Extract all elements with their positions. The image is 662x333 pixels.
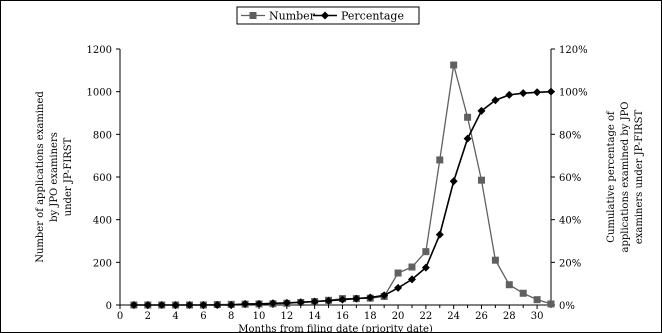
data-point-percentage xyxy=(129,301,138,309)
data-point-number xyxy=(394,269,402,277)
data-point-percentage xyxy=(227,301,236,309)
y-right-tick-label: 100% xyxy=(559,88,588,99)
y-left-tick-label: 800 xyxy=(93,130,112,141)
data-point-percentage xyxy=(185,301,194,309)
data-point-number xyxy=(464,113,472,121)
data-point-percentage xyxy=(394,283,403,292)
x-tick-label: 0 xyxy=(117,311,123,322)
data-point-number xyxy=(408,263,416,271)
series-line-percentage xyxy=(133,90,552,306)
y-axis-right-title-line: examiners under JP-FIRST xyxy=(634,110,645,245)
data-point-percentage xyxy=(324,296,333,305)
x-tick-label: 30 xyxy=(531,311,544,322)
x-tick-label: 12 xyxy=(280,311,293,322)
data-point-percentage xyxy=(449,177,458,186)
data-point-percentage xyxy=(296,298,305,307)
data-point-percentage xyxy=(533,88,542,97)
y-right-tick-label: 60% xyxy=(559,173,581,184)
data-point-number xyxy=(533,296,541,304)
data-point-percentage xyxy=(505,90,514,99)
x-tick-label: 24 xyxy=(447,311,460,322)
y-axis-left-title-line: Number of applications examined xyxy=(35,91,46,263)
data-point-percentage xyxy=(547,87,555,96)
data-point-percentage xyxy=(352,294,361,303)
x-tick-label: 20 xyxy=(392,311,405,322)
y-axis-right-title-line: Cumulative percentage of xyxy=(606,110,617,243)
y-axis-left-title-line: under JP-FIRST xyxy=(63,137,74,216)
y-axis-left-title-line: by JPO examiners xyxy=(49,132,60,222)
data-point-percentage xyxy=(463,134,472,143)
data-point-percentage xyxy=(199,301,208,309)
y-left-tick-label: 400 xyxy=(93,216,112,227)
x-tick-label: 2 xyxy=(145,311,151,322)
data-point-percentage xyxy=(310,297,319,306)
x-tick-label: 26 xyxy=(475,311,488,322)
data-point-number xyxy=(450,61,458,69)
data-point-percentage xyxy=(268,299,277,308)
data-point-percentage xyxy=(282,298,291,307)
data-point-number xyxy=(491,256,499,264)
data-point-percentage xyxy=(380,291,389,300)
y-left-tick-label: 200 xyxy=(93,258,112,269)
legend-marker-percentage xyxy=(321,11,329,20)
x-tick-label: 14 xyxy=(308,311,321,322)
data-point-number xyxy=(505,281,513,289)
data-point-percentage xyxy=(407,275,416,284)
x-tick-label: 4 xyxy=(172,311,178,322)
y-left-tick-label: 600 xyxy=(93,173,112,184)
y-axis-right-title-line: applications examined by JPO xyxy=(620,101,631,252)
data-point-percentage xyxy=(157,301,166,309)
data-point-number xyxy=(477,176,485,184)
data-point-number xyxy=(519,289,527,297)
y-right-tick-label: 0% xyxy=(559,301,575,312)
data-point-percentage xyxy=(421,263,430,272)
data-point-percentage xyxy=(241,299,250,308)
legend-marker-number xyxy=(249,12,257,19)
data-point-number xyxy=(547,300,555,308)
x-axis-title: Months from filing date (priority date) xyxy=(238,324,433,332)
y-right-tick-label: 120% xyxy=(559,45,588,56)
data-point-percentage xyxy=(213,301,222,309)
data-point-percentage xyxy=(366,293,375,302)
x-tick-label: 16 xyxy=(336,311,349,322)
data-point-percentage xyxy=(435,230,444,239)
data-point-number xyxy=(422,248,430,256)
y-right-tick-label: 20% xyxy=(559,258,581,269)
data-point-percentage xyxy=(519,89,528,98)
legend-label-number: Number xyxy=(269,10,316,23)
data-point-percentage xyxy=(255,299,264,308)
data-point-percentage xyxy=(491,96,500,105)
y-left-tick-label: 1200 xyxy=(87,45,112,56)
x-tick-label: 28 xyxy=(503,311,516,322)
y-right-tick-label: 40% xyxy=(559,216,581,227)
data-point-percentage xyxy=(143,301,152,309)
data-point-percentage xyxy=(338,295,347,304)
data-point-percentage xyxy=(477,106,486,115)
data-point-percentage xyxy=(171,301,180,309)
x-tick-label: 22 xyxy=(420,311,433,322)
x-tick-label: 10 xyxy=(253,311,266,322)
data-point-number xyxy=(436,156,444,164)
x-tick-label: 6 xyxy=(200,311,206,322)
series-line-number xyxy=(133,64,552,306)
y-left-tick-label: 1000 xyxy=(87,88,112,99)
y-left-tick-label: 0 xyxy=(106,301,112,312)
x-tick-label: 18 xyxy=(364,311,377,322)
legend-label-percentage: Percentage xyxy=(341,10,404,23)
x-tick-label: 8 xyxy=(228,311,234,322)
y-right-tick-label: 80% xyxy=(559,130,581,141)
